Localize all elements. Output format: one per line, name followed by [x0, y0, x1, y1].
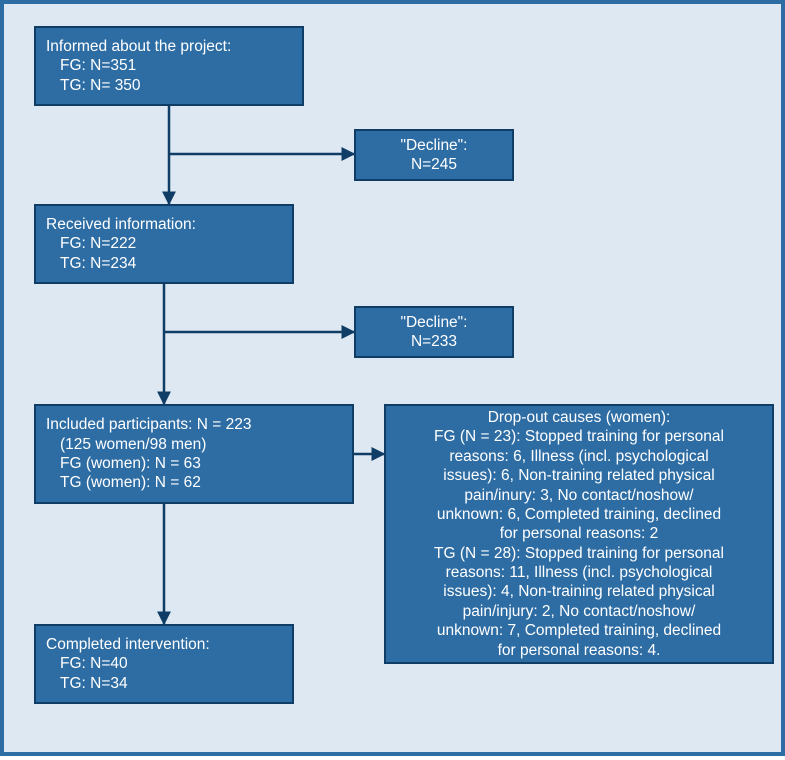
node-title: Drop-out causes (women): — [396, 408, 762, 427]
node-completed: Completed intervention:FG: N=40TG: N=34 — [34, 624, 294, 704]
node-line: pain/inury: 3, No contact/noshow/ — [396, 486, 762, 505]
node-line: FG (women): N = 63 — [46, 454, 342, 473]
node-line: reasons: 6, Illness (incl. psychological — [396, 447, 762, 466]
node-line: issues): 6, Non-training related physica… — [396, 466, 762, 485]
node-line: TG (N = 28): Stopped training for person… — [396, 544, 762, 563]
node-line: TG: N=234 — [46, 254, 282, 273]
node-line: TG: N=34 — [46, 674, 282, 693]
node-decline1: "Decline":N=245 — [354, 129, 514, 181]
node-line: TG (women): N = 62 — [46, 473, 342, 492]
node-line: FG: N=351 — [46, 56, 292, 75]
node-line: (125 women/98 men) — [46, 435, 342, 454]
node-line: FG (N = 23): Stopped training for person… — [396, 427, 762, 446]
node-line: for personal reasons: 4. — [396, 641, 762, 660]
node-line: N=245 — [366, 155, 502, 174]
node-title: "Decline": — [366, 313, 502, 332]
node-line: FG: N=222 — [46, 234, 282, 253]
node-dropout: Drop-out causes (women):FG (N = 23): Sto… — [384, 404, 774, 664]
node-decline2: "Decline":N=233 — [354, 306, 514, 358]
node-title: Received information: — [46, 215, 282, 234]
node-included: Included participants: N = 223(125 women… — [34, 404, 354, 504]
node-informed: Informed about the project:FG: N=351TG: … — [34, 26, 304, 106]
node-line: for personal reasons: 2 — [396, 524, 762, 543]
node-received: Received information:FG: N=222TG: N=234 — [34, 204, 294, 284]
node-title: Completed intervention: — [46, 635, 282, 654]
flowchart-canvas: Informed about the project:FG: N=351TG: … — [0, 0, 785, 756]
node-line: reasons: 11, Illness (incl. psychologica… — [396, 563, 762, 582]
node-line: pain/injury: 2, No contact/noshow/ — [396, 602, 762, 621]
node-line: FG: N=40 — [46, 654, 282, 673]
node-line: TG: N= 350 — [46, 76, 292, 95]
node-line: unknown: 6, Completed training, declined — [396, 505, 762, 524]
node-title: Included participants: N = 223 — [46, 415, 342, 434]
node-line: N=233 — [366, 332, 502, 351]
node-line: unknown: 7, Completed training, declined — [396, 621, 762, 640]
node-line: issues): 4, Non-training related physica… — [396, 582, 762, 601]
node-title: "Decline": — [366, 136, 502, 155]
node-title: Informed about the project: — [46, 37, 292, 56]
